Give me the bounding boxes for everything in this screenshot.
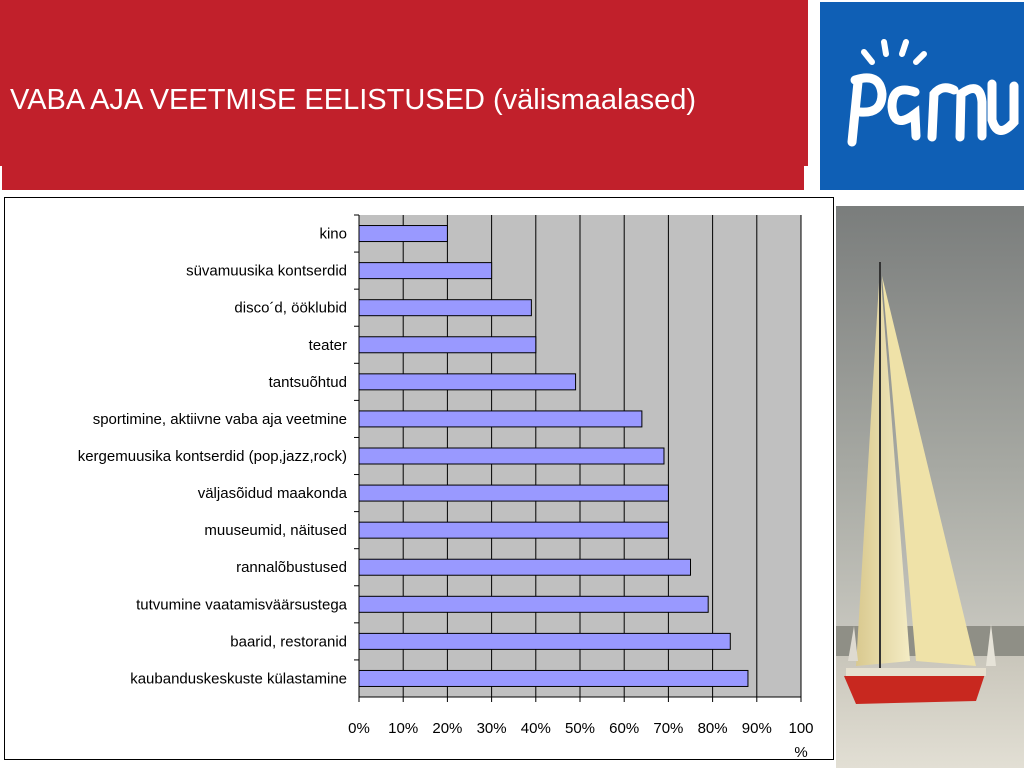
category-label: väljasõidud maakonda <box>198 485 348 502</box>
category-label: rannalõbustused <box>236 559 347 576</box>
header-band <box>0 0 808 166</box>
bar-chart: kino süvamuusika kontserdid disco´d, ööklu… <box>78 214 814 761</box>
x-tick-label: 100% <box>788 720 813 761</box>
parnu-logo <box>820 2 1024 190</box>
category-label: sportimine, aktiivne vaba aja veetmine <box>93 411 347 428</box>
x-tick-label: 40% <box>521 720 551 737</box>
bar <box>358 373 577 391</box>
x-tick-label: 70% <box>653 720 683 737</box>
bar <box>358 632 731 650</box>
x-tick-label: 20% <box>432 720 462 737</box>
x-tick-label: 80% <box>698 720 728 737</box>
sailboat-image <box>836 206 1024 768</box>
category-label: muuseumid, näitused <box>204 522 347 539</box>
bar <box>358 447 665 465</box>
category-label: kaubanduskeskuste külastamine <box>130 670 347 687</box>
x-tick-label: 10% <box>388 720 418 737</box>
sailboat-photo <box>836 206 1024 768</box>
category-label: baarid, restoranid <box>230 633 347 650</box>
bar <box>358 225 448 243</box>
category-label: tantsuõhtud <box>269 374 347 391</box>
category-label: tutvumine vaatamisväärsustega <box>136 596 348 613</box>
category-label: disco´d, ööklubid <box>234 300 347 317</box>
x-tick-label: 50% <box>565 720 595 737</box>
x-tick-label: 60% <box>609 720 639 737</box>
chart-container: kino süvamuusika kontserdid disco´d, ööklu… <box>4 197 834 761</box>
category-label: kino <box>319 226 347 243</box>
bar <box>358 484 669 502</box>
bar <box>358 410 643 428</box>
bar <box>358 336 537 354</box>
category-label: süvamuusika kontserdid <box>186 263 347 280</box>
category-label: teater <box>309 337 347 354</box>
bar <box>358 262 493 280</box>
parnu-logo-graphic <box>847 39 1019 147</box>
bar <box>358 595 709 613</box>
header-underbar <box>2 166 804 190</box>
bar <box>358 521 669 539</box>
bar <box>358 299 532 317</box>
category-label: kergemuusika kontserdid (pop,jazz,rock) <box>78 448 347 465</box>
x-tick-label: 90% <box>742 720 772 737</box>
x-tick-label: 30% <box>477 720 507 737</box>
x-tick-label: 0% <box>348 720 370 737</box>
bar <box>358 669 749 687</box>
page-title: VABA AJA VEETMISE EELISTUSED (välismaala… <box>10 84 697 116</box>
bar <box>358 558 691 576</box>
